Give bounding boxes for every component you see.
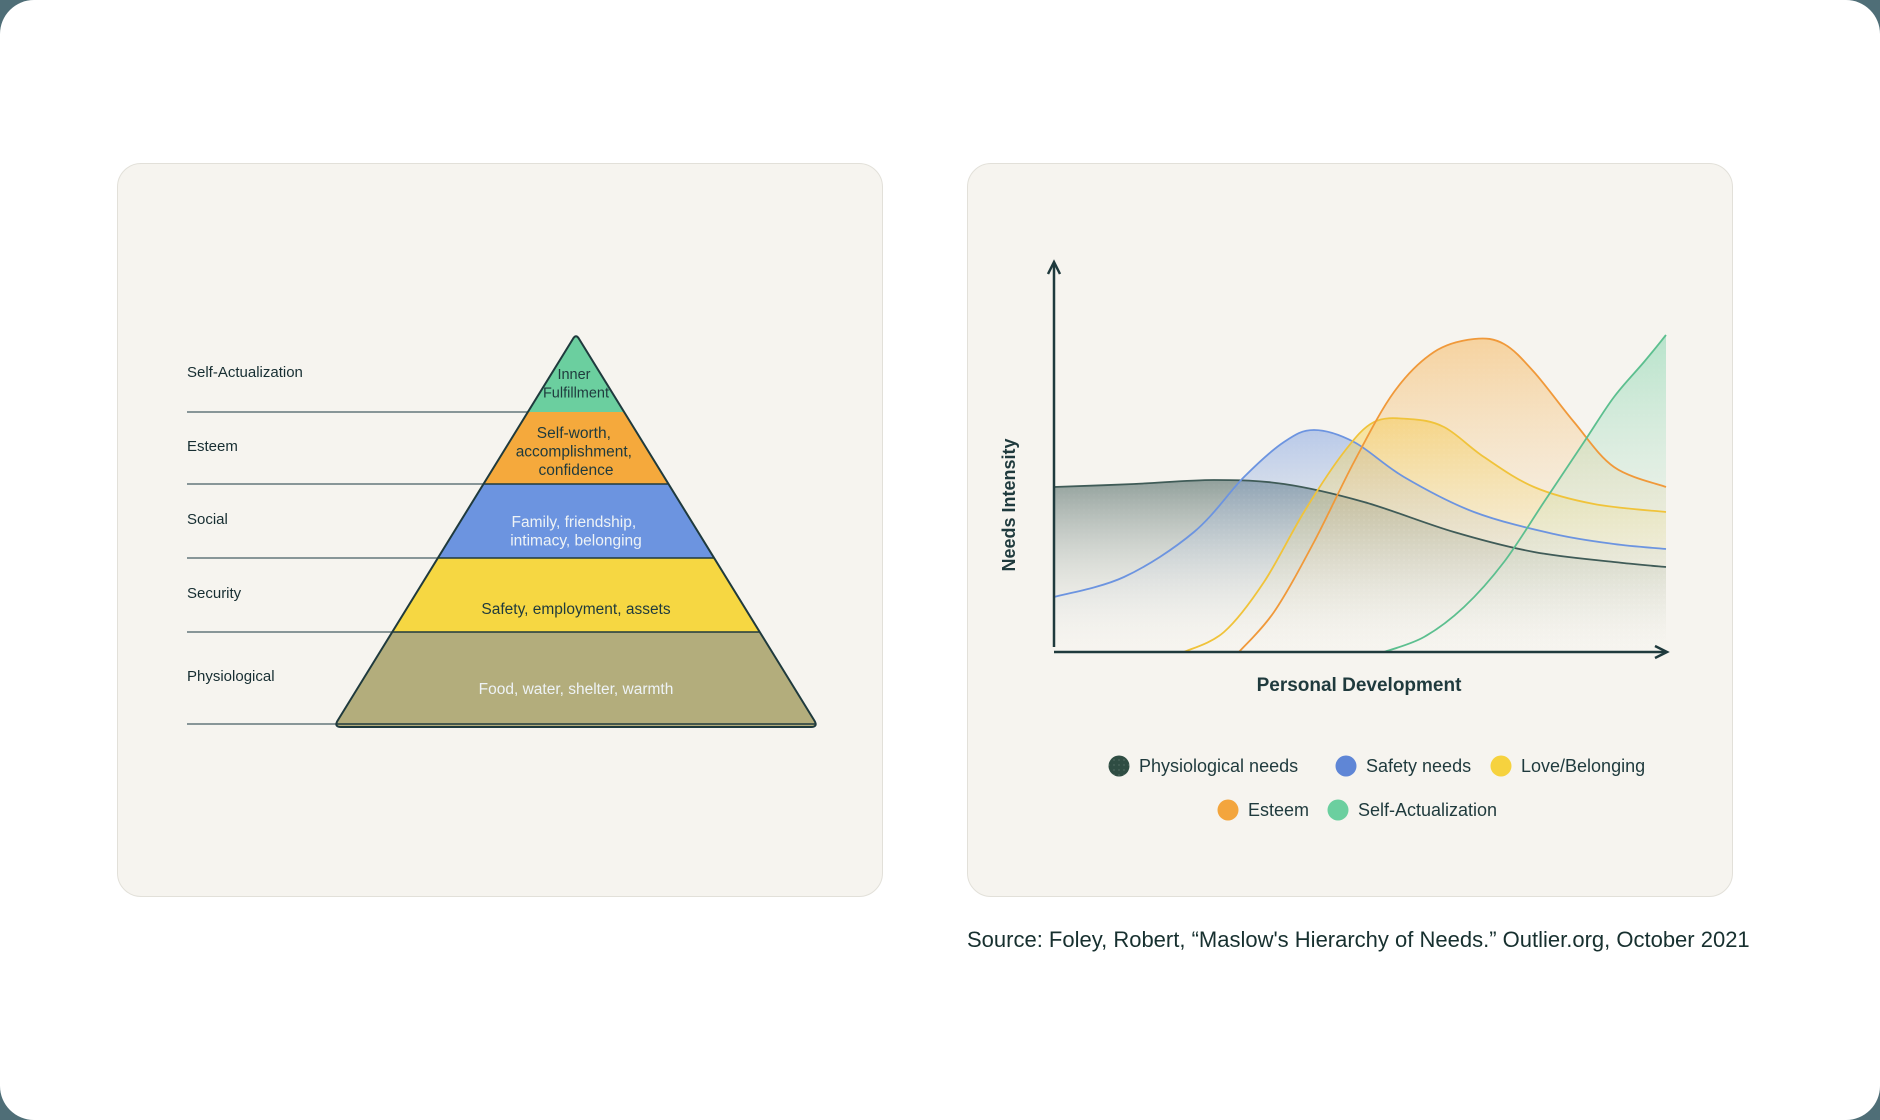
svg-text:Needs Intensity: Needs Intensity [999, 438, 1019, 571]
svg-text:Food, water, shelter, warmth: Food, water, shelter, warmth [479, 681, 674, 698]
svg-text:Personal Development: Personal Development [1257, 675, 1463, 696]
svg-text:Safety needs: Safety needs [1366, 756, 1471, 776]
svg-text:Esteem: Esteem [1248, 800, 1309, 820]
svg-text:Family, friendship, in: Family, friendship, intimacy, belonging [510, 514, 642, 550]
svg-text:Safety, employment, assets: Safety, employment, assets [481, 601, 670, 618]
svg-text:Self-Actualization: Self-Actualization [1358, 800, 1497, 820]
svg-text:Physiological needs: Physiological needs [1139, 756, 1298, 776]
svg-text:Love/Belonging: Love/Belonging [1521, 756, 1645, 776]
